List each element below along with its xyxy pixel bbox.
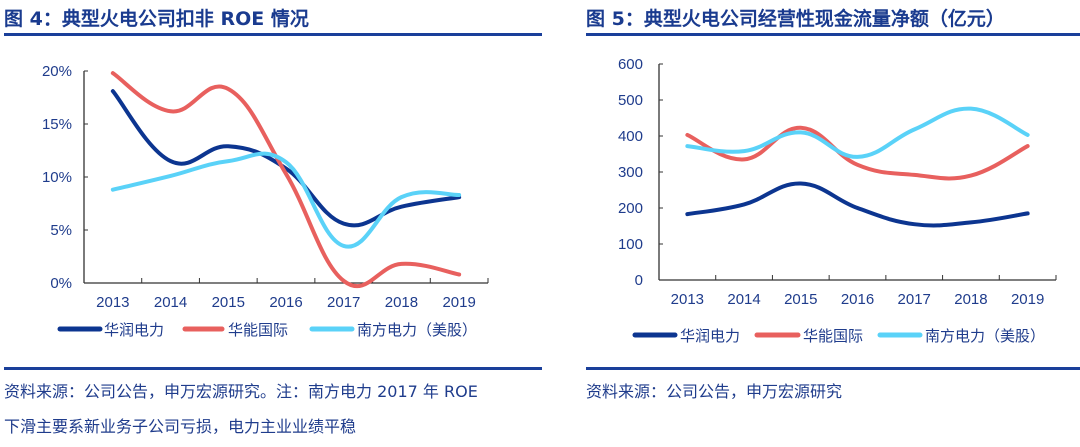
right-y-tick-label: 400: [618, 128, 643, 145]
left-title-rule: [4, 33, 542, 36]
left-x-tick-label: 2017: [327, 294, 360, 311]
right-x-tick-label: 2015: [784, 291, 817, 308]
right-footer-rule: [586, 367, 1080, 370]
right-y-tick-label: 300: [618, 164, 643, 181]
right-legend-label-2: 华能国际: [803, 327, 863, 345]
left-y-tick-label: 10%: [42, 169, 72, 186]
right-y-tick-label: 200: [618, 200, 643, 217]
right-title-rule: [586, 33, 1080, 36]
right-y-tick-label: 100: [618, 236, 643, 253]
left-chart-title: 图 4：典型火电公司扣非 ROE 情况: [4, 8, 309, 30]
right-x-tick-label: 2013: [671, 291, 704, 308]
left-x-tick-label: 2015: [212, 294, 245, 311]
right-y-tick-label: 0: [635, 272, 643, 289]
right-series-line-3: [685, 106, 1030, 159]
right-chart-title: 图 5：典型火电公司经营性现金流量净额（亿元）: [586, 8, 1005, 30]
left-x-tick-label: 2018: [385, 294, 418, 311]
left-legend-label-3: 南方电力（美股）: [357, 321, 477, 339]
left-footer-rule: [4, 367, 542, 370]
right-legend-label-3: 南方电力（美股）: [925, 327, 1045, 345]
left-y-tick-label: 20%: [42, 63, 72, 80]
left-y-tick-label: 0%: [50, 275, 72, 292]
right-series-line-1: [685, 181, 1030, 228]
left-y-tick-label: 5%: [50, 222, 72, 239]
right-x-tick-label: 2019: [1011, 291, 1044, 308]
left-y-tick-label: 15%: [42, 116, 72, 133]
left-footnote-line1: 资料来源：公司公告，申万宏源研究。注：南方电力 2017 年 ROE: [4, 382, 478, 401]
right-legend-label-1: 华润电力: [680, 327, 740, 345]
right-footnote-line1: 资料来源：公司公告，申万宏源研究: [586, 382, 843, 401]
left-series-line-2: [110, 71, 462, 289]
right-x-tick-label: 2018: [954, 291, 987, 308]
left-footnote-line2: 下滑主要系新业务子公司亏损，电力主业业绩平稳: [4, 417, 357, 436]
left-legend-label-1: 华润电力: [104, 321, 164, 339]
left-x-tick-label: 2014: [154, 294, 187, 311]
right-y-tick-label: 600: [618, 56, 643, 73]
right-y-tick-label: 500: [618, 92, 643, 109]
right-x-tick-label: 2016: [841, 291, 874, 308]
left-legend-label-2: 华能国际: [228, 321, 288, 339]
left-x-tick-label: 2016: [269, 294, 302, 311]
right-x-tick-label: 2017: [898, 291, 931, 308]
left-x-tick-label: 2013: [96, 294, 129, 311]
right-x-tick-label: 2014: [727, 291, 760, 308]
left-x-tick-label: 2019: [442, 294, 475, 311]
